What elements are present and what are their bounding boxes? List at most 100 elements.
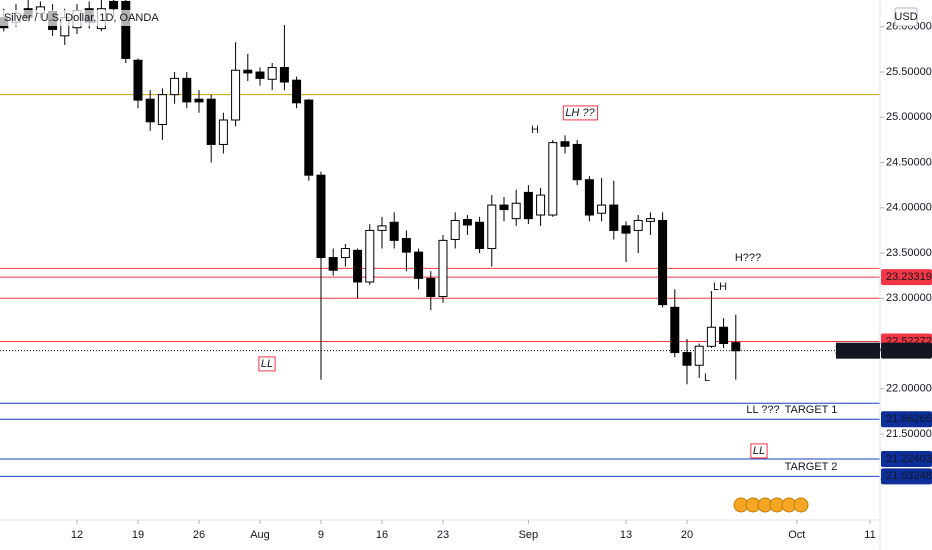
- candle-body: [243, 69, 253, 74]
- price-tag: [881, 269, 932, 286]
- x-tick-label: Aug: [250, 529, 270, 541]
- candle-body: [719, 326, 729, 345]
- candle-body: [633, 219, 643, 231]
- x-tick-label: 20: [681, 529, 693, 541]
- candle-body: [706, 326, 716, 347]
- candle-body: [353, 249, 363, 283]
- candle-body: [560, 141, 570, 147]
- x-tick-label: 23: [437, 529, 449, 541]
- x-tick-label: 19: [132, 529, 144, 541]
- y-tick-label: 24.00000: [886, 202, 932, 214]
- annotation: LH ??: [565, 107, 595, 119]
- candle-body: [426, 277, 436, 297]
- candle-body: [401, 238, 411, 253]
- price-tag-label: 21.66265: [886, 413, 932, 425]
- candle-body: [682, 352, 692, 366]
- symbol-tag: [836, 342, 880, 359]
- candle-body: [206, 98, 216, 145]
- x-tick-label: 11: [864, 529, 875, 541]
- price-tag: [881, 468, 932, 485]
- candle-body: [414, 251, 424, 279]
- candle-body: [658, 219, 668, 306]
- x-tick-label: Sep: [519, 529, 539, 541]
- candle-body: [133, 59, 143, 101]
- price-tag-label: 23.23319: [886, 271, 932, 283]
- candle-body: [694, 345, 704, 366]
- annotation-box: [750, 443, 768, 459]
- candle-body: [536, 194, 546, 216]
- candle-body: [584, 179, 594, 216]
- candle-body: [255, 71, 265, 79]
- candle-body: [731, 342, 741, 352]
- candle-body: [231, 69, 241, 121]
- annotation: LL ???: [746, 404, 779, 416]
- candle-body: [279, 67, 289, 83]
- candle-body: [523, 191, 533, 220]
- y-tick-label: 22.00000: [886, 383, 932, 395]
- x-tick-label: 12: [71, 529, 83, 541]
- annotation: LL: [261, 358, 273, 370]
- price-tag-label: 21.22403: [886, 453, 932, 465]
- y-tick-label: 21.50000: [886, 428, 932, 440]
- candle-body: [645, 218, 655, 222]
- candle-body: [304, 99, 314, 176]
- symbol-tag-label: XAGUSD: [835, 345, 882, 357]
- candle-body: [121, 0, 131, 59]
- candle-body: [292, 79, 302, 104]
- x-tick-label: 9: [318, 529, 324, 541]
- candle-body: [609, 204, 619, 231]
- candle-body: [267, 67, 277, 80]
- candle-body: [450, 219, 460, 240]
- candle-body: [511, 202, 521, 220]
- annotation: LL: [753, 445, 765, 457]
- candle-body: [438, 239, 448, 297]
- candle-body: [389, 221, 399, 241]
- annotation-box: [562, 105, 599, 121]
- y-tick-label: 25.50000: [886, 66, 932, 78]
- candle-body: [462, 219, 472, 226]
- flags: [733, 497, 809, 513]
- last-price-tag: [881, 342, 932, 359]
- y-tick-label: 23.50000: [886, 247, 932, 259]
- annotation: LH: [713, 281, 727, 293]
- currency-box: [894, 7, 918, 27]
- y-tick-label: 24.50000: [886, 156, 932, 168]
- candle-body: [475, 221, 485, 250]
- candle-body: [218, 119, 228, 145]
- candle-body: [597, 204, 607, 214]
- x-tick-label: Oct: [788, 529, 805, 541]
- candle-body: [194, 98, 204, 103]
- last-price-tag-label: 22.42100: [886, 345, 932, 357]
- candle-body: [499, 204, 509, 211]
- candle-body: [328, 257, 338, 271]
- x-tick-label: 13: [620, 529, 632, 541]
- annotation: L: [704, 372, 710, 384]
- candle-body: [670, 306, 680, 354]
- candle-body: [487, 204, 497, 250]
- candle-body: [182, 77, 192, 103]
- price-tag: [881, 411, 932, 428]
- candle-body: [377, 225, 387, 231]
- candle-body: [340, 248, 350, 259]
- candle-body: [548, 142, 558, 216]
- candle-body: [572, 143, 582, 181]
- candle-body: [316, 174, 326, 259]
- chart-title: Silver / U.S. Dollar, 1D, OANDA: [4, 12, 159, 24]
- currency: USD: [894, 11, 917, 23]
- annotation-box: [258, 356, 276, 372]
- candle-body: [621, 225, 631, 234]
- x-tick-label: 26: [193, 529, 205, 541]
- annotation: TARGET 2: [785, 461, 838, 473]
- candle-body: [157, 94, 167, 126]
- candle-body: [170, 77, 180, 96]
- candle-body: [145, 98, 155, 123]
- y-tick-label: 23.00000: [886, 292, 932, 304]
- candle-body: [365, 229, 375, 283]
- x-tick-label: 16: [376, 529, 388, 541]
- annotation: H: [531, 124, 539, 136]
- annotation: H???: [735, 252, 761, 264]
- y-tick-label: 25.00000: [886, 111, 932, 123]
